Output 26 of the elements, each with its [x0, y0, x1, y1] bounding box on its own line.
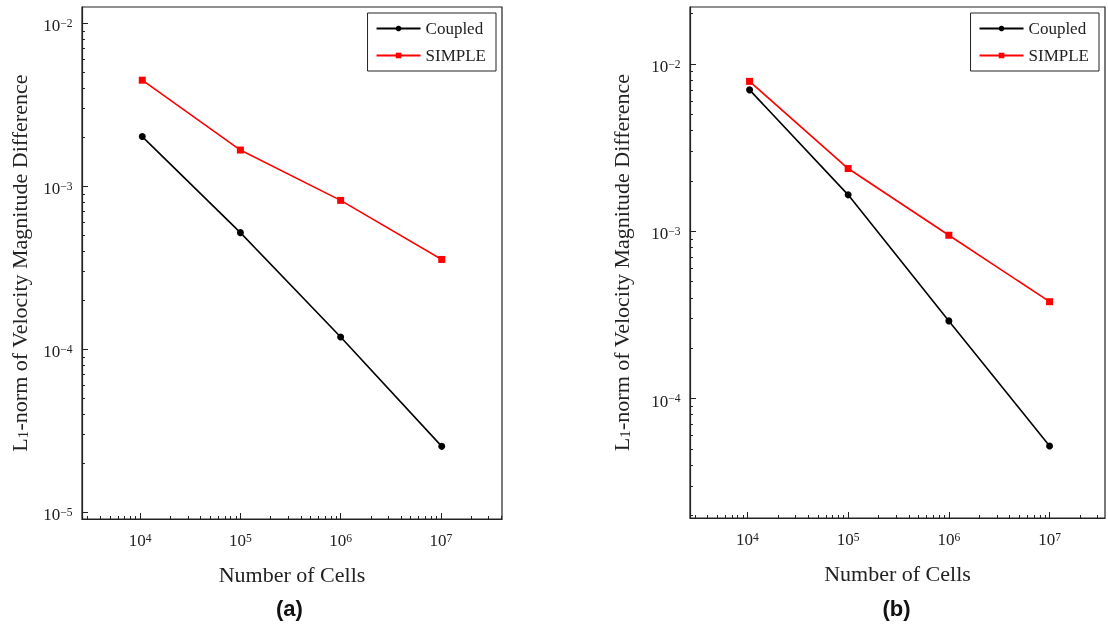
- point: [746, 77, 754, 85]
- point: [438, 442, 446, 450]
- text: (b): [882, 595, 911, 621]
- point: [746, 86, 754, 94]
- legend-label: SIMPLE: [1028, 46, 1090, 65]
- legend-label: SIMPLE: [425, 46, 487, 65]
- point: [337, 196, 345, 204]
- point: [844, 191, 852, 199]
- y-axis-title: L1-norm of Velocity Magnitude Difference: [6, 74, 32, 452]
- legend-label: Coupled: [1028, 19, 1087, 38]
- x-axis-title: Number of Cells: [824, 561, 971, 587]
- point: [337, 333, 345, 341]
- legend-label: Coupled: [425, 19, 484, 38]
- point: [945, 231, 953, 239]
- point: [138, 133, 146, 141]
- text: (a): [276, 595, 303, 621]
- point: [236, 146, 244, 154]
- point: [1046, 298, 1054, 306]
- point: [844, 165, 852, 173]
- y-axis-title: L1-norm of Velocity Magnitude Difference: [608, 74, 634, 452]
- point: [945, 317, 953, 325]
- point: [438, 255, 446, 263]
- point: [1046, 442, 1054, 450]
- point: [138, 76, 146, 84]
- x-axis-title: Number of Cells: [218, 562, 366, 588]
- point: [236, 229, 244, 237]
